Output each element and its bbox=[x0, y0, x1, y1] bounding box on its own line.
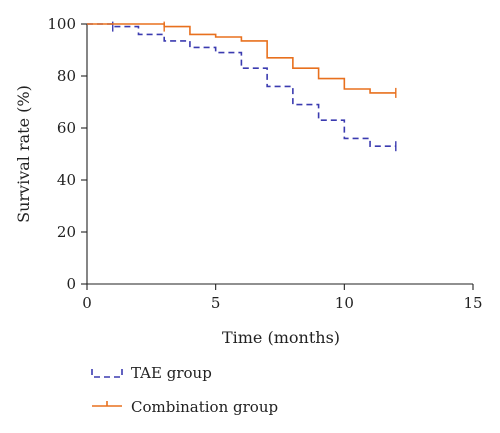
y-tick-label: 40 bbox=[57, 171, 76, 189]
x-tick-label: 10 bbox=[335, 294, 354, 312]
y-tick-label: 60 bbox=[57, 119, 76, 137]
y-tick-label: 20 bbox=[57, 223, 76, 241]
y-axis-title: Survival rate (%) bbox=[14, 85, 33, 223]
x-tick-label: 5 bbox=[211, 294, 221, 312]
x-tick-label: 0 bbox=[82, 294, 92, 312]
legend: TAE group Combination group bbox=[91, 364, 278, 416]
legend-swatch-combination bbox=[92, 401, 122, 407]
x-axis-title: Time (months) bbox=[222, 328, 340, 347]
series-layer bbox=[87, 21, 397, 152]
legend-swatch-tae bbox=[91, 369, 123, 378]
y-tick-label: 0 bbox=[66, 275, 76, 293]
legend-label-combination: Combination group bbox=[131, 398, 278, 416]
y-tick-label: 80 bbox=[57, 67, 76, 85]
series-line-combination bbox=[87, 23, 396, 94]
legend-item-tae: TAE group bbox=[91, 364, 212, 382]
axes: 0 20 40 60 80 100 0 5 10 15 bbox=[47, 15, 482, 312]
legend-item-combination: Combination group bbox=[92, 398, 278, 416]
legend-label-tae: TAE group bbox=[131, 364, 212, 382]
x-tick-label: 15 bbox=[463, 294, 482, 312]
series-line-tae bbox=[87, 23, 396, 147]
y-tick-label: 100 bbox=[47, 15, 76, 33]
